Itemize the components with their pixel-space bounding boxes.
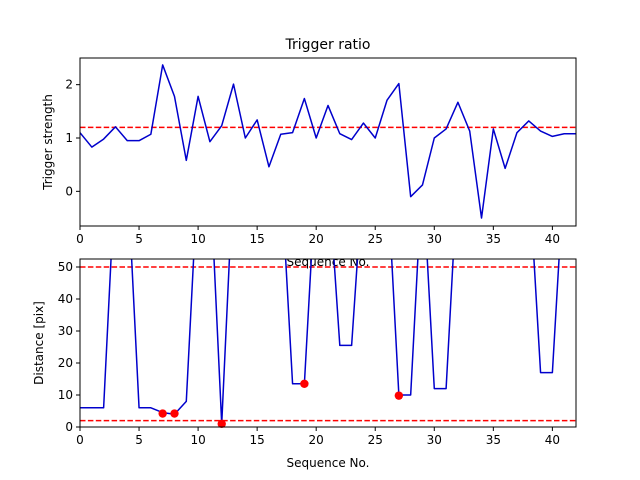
x-tick-label: 5 — [135, 433, 143, 447]
x-tick-label: 0 — [76, 433, 84, 447]
x-tick-label: 35 — [486, 232, 501, 246]
y-ticks: 0 10 20 30 40 50 — [58, 260, 80, 434]
marker-group — [158, 379, 404, 428]
x-tick-label: 25 — [368, 232, 383, 246]
x-tick-label: 35 — [486, 433, 501, 447]
x-ticks: 0 5 10 15 20 25 30 35 40 — [76, 427, 560, 447]
x-ticks: 0 5 10 15 20 25 30 35 40 — [76, 226, 560, 246]
x-tick-label: 5 — [135, 232, 143, 246]
y-tick-label: 20 — [58, 356, 73, 370]
y-tick-label: 40 — [58, 292, 73, 306]
data-point — [394, 391, 404, 400]
data-point — [158, 409, 167, 418]
x-tick-label: 10 — [190, 232, 205, 246]
x-tick-label: 25 — [368, 433, 383, 447]
data-point — [217, 419, 226, 428]
threshold-lines — [80, 266, 576, 422]
x-tick-label: 30 — [427, 433, 442, 447]
series-line — [80, 259, 560, 425]
x-tick-label: 15 — [250, 433, 265, 447]
y-tick-label: 30 — [58, 324, 73, 338]
x-tick-label: 10 — [190, 433, 205, 447]
plot-frame — [79, 258, 577, 428]
y-axis-label: Trigger strength — [41, 94, 55, 191]
y-axis-label: Distance [pix] — [32, 301, 46, 385]
y-tick-label: 0 — [65, 184, 73, 198]
x-tick-label: 0 — [76, 232, 84, 246]
x-tick-label: 30 — [427, 232, 442, 246]
data-point — [170, 409, 179, 418]
y-tick-label: 1 — [65, 131, 73, 145]
subplot-gap — [80, 254, 576, 259]
data-point — [300, 379, 309, 388]
chart-title: Trigger ratio — [284, 37, 370, 53]
y-tick-label: 2 — [65, 78, 73, 92]
distance-subplot: 0 5 10 15 20 25 30 35 40 0 10 20 30 40 50 Sequence No… — [32, 254, 577, 470]
x-tick-label: 40 — [545, 232, 560, 246]
y-tick-label: 50 — [58, 260, 73, 274]
y-tick-label: 0 — [65, 420, 73, 434]
plot-frame — [79, 57, 577, 227]
x-tick-label: 40 — [545, 433, 560, 447]
x-tick-label: 20 — [309, 433, 324, 447]
y-tick-label: 10 — [58, 388, 73, 402]
series-line — [80, 64, 576, 219]
series-group — [80, 259, 560, 425]
y-ticks: 0 1 2 — [65, 78, 80, 198]
x-tick-label: 20 — [309, 232, 324, 246]
x-axis-label: Sequence No. — [287, 456, 370, 470]
series-group — [80, 64, 576, 219]
trigger-ratio-subplot: Trigger ratio 0 5 10 15 20 25 30 35 40 012 Seque… — [41, 37, 577, 269]
x-tick-label: 15 — [250, 232, 265, 246]
